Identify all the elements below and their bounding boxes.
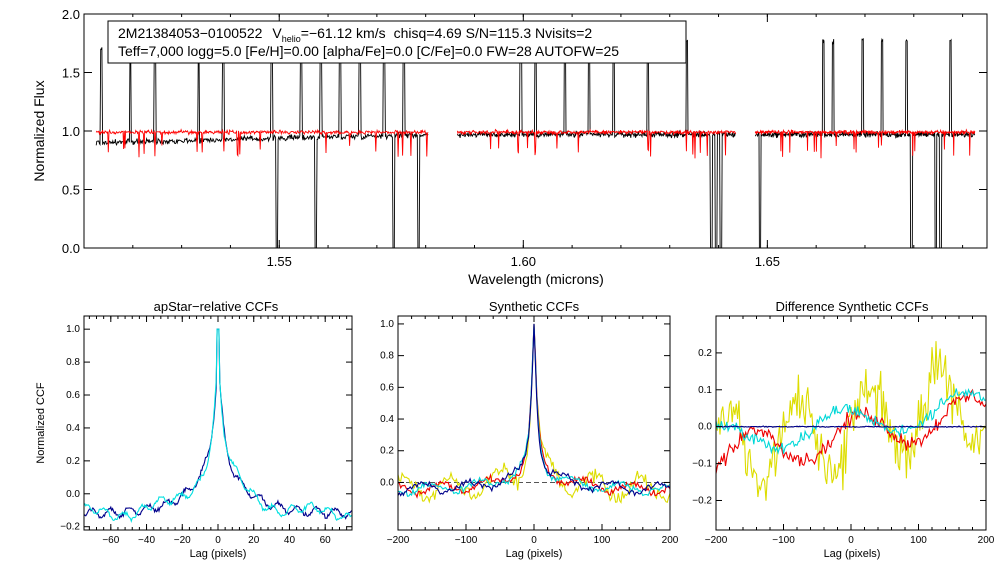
- y-tick-label: −0.2: [692, 495, 712, 506]
- visit-1-synthetic-ccf-line: [397, 323, 671, 504]
- y-tick-label: 0.1: [698, 385, 712, 396]
- x-tick-label: 1.65: [755, 254, 780, 269]
- spectrum-data: [95, 37, 976, 249]
- spectrum-panel: 1.55 1.60 1.65 0.0 0.5 1.0 1.5 2.0 Wavelength (…: [31, 7, 988, 287]
- apstar-ccf-plot-frame: [83, 315, 353, 531]
- x-tick-label: 1.60: [511, 254, 536, 269]
- y-tick-label: 2.0: [62, 7, 80, 22]
- y-tick-label: 0.2: [66, 456, 80, 467]
- x-tick-label: −60: [102, 535, 119, 546]
- x-tick-label: 0: [215, 535, 221, 546]
- x-tick-label: 0: [531, 535, 537, 546]
- visit-2-difference-ccf-line: [715, 388, 987, 474]
- x-tick-label: −200: [705, 535, 728, 546]
- difference-ccf-panel: Difference Synthetic CCFs −200 −100 0 100 20…: [692, 299, 995, 560]
- synthetic-spectrum-line: [95, 128, 429, 158]
- y-tick-label: 0.0: [62, 241, 80, 256]
- visit-1-apstar-ccf-line: [83, 328, 353, 520]
- annotation-v-subscript: helio: [282, 34, 301, 44]
- apstar-ccf-data: [83, 328, 353, 524]
- apstar-ccf-y-axis-label: Normalized CCF: [35, 382, 47, 464]
- y-tick-label: 0.2: [380, 446, 394, 457]
- y-tick-label: 0.8: [380, 351, 394, 362]
- y-tick-label: −0.1: [692, 459, 712, 470]
- synthetic-spectrum-line: [456, 128, 737, 159]
- combined-difference-ccf-line: [715, 425, 987, 429]
- x-tick-label: −40: [138, 535, 155, 546]
- y-tick-label: −0.2: [60, 522, 80, 533]
- x-tick-label: 200: [978, 535, 995, 546]
- y-tick-label: 1.5: [62, 66, 80, 81]
- synthetic-ccf-data: [397, 323, 671, 504]
- spectrum-ticks: 1.55 1.60 1.65 0.0 0.5 1.0 1.5 2.0: [62, 7, 987, 269]
- difference-ccf-title: Difference Synthetic CCFs: [776, 299, 929, 314]
- spectrum-y-axis-label: Normalized Flux: [31, 80, 47, 181]
- x-tick-label: 20: [248, 535, 260, 546]
- difference-ccf-ticks: −200 −100 0 100 200 −0.2 −0.1 0.0 0.1 0.2: [692, 316, 995, 546]
- y-tick-label: 0.0: [66, 489, 80, 500]
- y-tick-label: 0.0: [380, 477, 394, 488]
- difference-ccf-x-axis-label: Lag (pixels): [824, 548, 881, 560]
- synthetic-spectrum-line: [754, 128, 976, 159]
- annotation-stats: chisq=4.69 S/N=115.3 Nvisits=2: [394, 25, 593, 41]
- apstar-ccf-x-axis-label: Lag (pixels): [190, 548, 247, 560]
- y-tick-label: 0.4: [66, 423, 80, 434]
- x-tick-label: 0: [848, 535, 854, 546]
- x-tick-label: −100: [772, 535, 795, 546]
- y-tick-label: 0.6: [66, 390, 80, 401]
- synthetic-ccf-panel: Synthetic CCFs −200 −100 0 100 200 0.0 0.2 0.4 0…: [380, 299, 679, 560]
- synthetic-ccf-title: Synthetic CCFs: [489, 299, 580, 314]
- spectrum-annotation-box: 2M21384053−0100522 Vhelio=−61.12 km/s chis…: [107, 20, 687, 64]
- observed-spectrum-line: [754, 37, 976, 249]
- combined-synthetic-ccf-line: [397, 323, 671, 497]
- spectrum-x-axis-label: Wavelength (microns): [468, 271, 604, 287]
- difference-ccf-data: [715, 341, 987, 501]
- x-tick-label: 1.55: [267, 254, 292, 269]
- y-tick-label: 1.0: [62, 124, 80, 139]
- x-tick-label: −20: [174, 535, 191, 546]
- observed-spectrum-line: [95, 37, 429, 249]
- annotation-star-id: 2M21384053−0100522: [118, 25, 263, 41]
- visit-2-synthetic-ccf-line: [397, 323, 671, 499]
- y-tick-label: 1.0: [380, 319, 394, 330]
- x-tick-label: 100: [594, 535, 611, 546]
- y-tick-label: 0.0: [698, 422, 712, 433]
- visit-3-difference-ccf-line: [715, 387, 987, 455]
- apstar-ccf-title: apStar−relative CCFs: [154, 299, 279, 314]
- annotation-v-value: =−61.12 km/s: [301, 25, 386, 41]
- annotation-frame: [107, 20, 687, 64]
- x-tick-label: −100: [455, 535, 478, 546]
- y-tick-label: 0.2: [698, 348, 712, 359]
- y-tick-label: 0.8: [66, 357, 80, 368]
- x-tick-label: 60: [320, 535, 332, 546]
- synthetic-ccf-plot-frame: [397, 315, 671, 531]
- y-tick-label: 0.4: [380, 414, 394, 425]
- apstar-ccf-panel: apStar−relative CCFs −60 −40 −20 0 20 40 60 −0.…: [35, 299, 353, 560]
- x-tick-label: 100: [910, 535, 927, 546]
- x-tick-label: −200: [387, 535, 410, 546]
- annotation-line-1: 2M21384053−0100522 Vhelio=−61.12 km/s chis…: [118, 25, 592, 44]
- y-tick-label: 1.0: [66, 324, 80, 335]
- x-tick-label: 40: [284, 535, 296, 546]
- difference-ccf-plot-frame: [715, 315, 987, 531]
- visit-1-difference-ccf-line: [715, 341, 987, 501]
- synthetic-ccf-x-axis-label: Lag (pixels): [506, 548, 563, 560]
- synthetic-ccf-ticks: −200 −100 0 100 200 0.0 0.2 0.4 0.6 0.8 1.0: [380, 316, 679, 546]
- visit-3-synthetic-ccf-line: [398, 323, 671, 497]
- y-tick-label: 0.5: [62, 183, 80, 198]
- annotation-v-label: V: [272, 25, 282, 41]
- y-tick-label: 0.6: [380, 382, 394, 393]
- visit-2-apstar-ccf-line: [83, 328, 353, 524]
- annotation-line-2: Teff=7,000 logg=5.0 [Fe/H]=0.00 [alpha/F…: [118, 43, 619, 59]
- apstar-ccf-ticks: −60 −40 −20 0 20 40 60 −0.2 0.0 0.2 0.4 0.6 0.8 1.0: [60, 316, 352, 546]
- x-tick-label: 200: [662, 535, 679, 546]
